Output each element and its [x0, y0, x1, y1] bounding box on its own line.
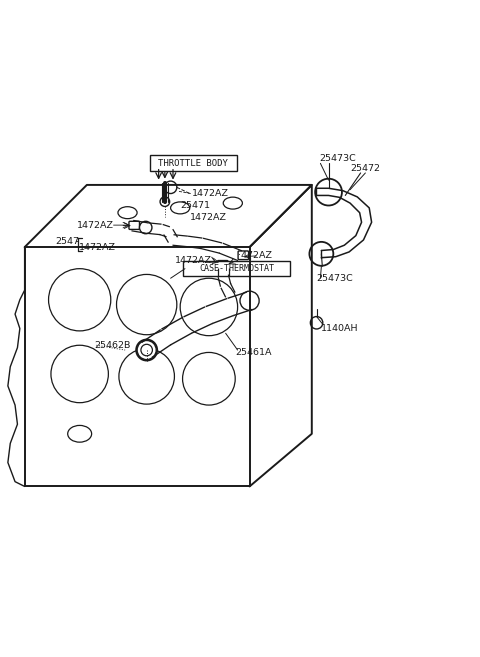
- Text: 1472AZ: 1472AZ: [175, 256, 212, 265]
- Text: 25471: 25471: [180, 201, 210, 210]
- Text: 2547: 2547: [56, 237, 80, 246]
- Text: 1472AZ: 1472AZ: [79, 242, 116, 252]
- Text: 25462B: 25462B: [94, 341, 131, 350]
- FancyBboxPatch shape: [129, 221, 140, 229]
- FancyBboxPatch shape: [217, 261, 228, 269]
- Text: 25473C: 25473C: [319, 154, 356, 163]
- Text: 1140AH: 1140AH: [322, 324, 359, 333]
- Circle shape: [140, 221, 152, 234]
- Circle shape: [141, 344, 153, 356]
- Circle shape: [164, 181, 177, 194]
- Circle shape: [160, 197, 169, 206]
- Text: 25461A: 25461A: [235, 348, 272, 357]
- Text: ·472AZ: ·472AZ: [238, 251, 272, 260]
- Text: 25472: 25472: [350, 164, 380, 173]
- Text: THROTTLE BODY: THROTTLE BODY: [158, 159, 228, 168]
- Text: CASE-THERMOSTAT: CASE-THERMOSTAT: [199, 264, 274, 273]
- Text: 1472AZ: 1472AZ: [190, 213, 227, 222]
- Text: 25473C: 25473C: [317, 274, 353, 283]
- FancyBboxPatch shape: [183, 261, 290, 276]
- FancyBboxPatch shape: [238, 251, 249, 260]
- Text: 1472AZ: 1472AZ: [192, 189, 229, 198]
- Circle shape: [311, 317, 323, 329]
- Circle shape: [136, 340, 157, 361]
- Text: 1472AZ: 1472AZ: [77, 221, 114, 230]
- FancyBboxPatch shape: [150, 156, 237, 171]
